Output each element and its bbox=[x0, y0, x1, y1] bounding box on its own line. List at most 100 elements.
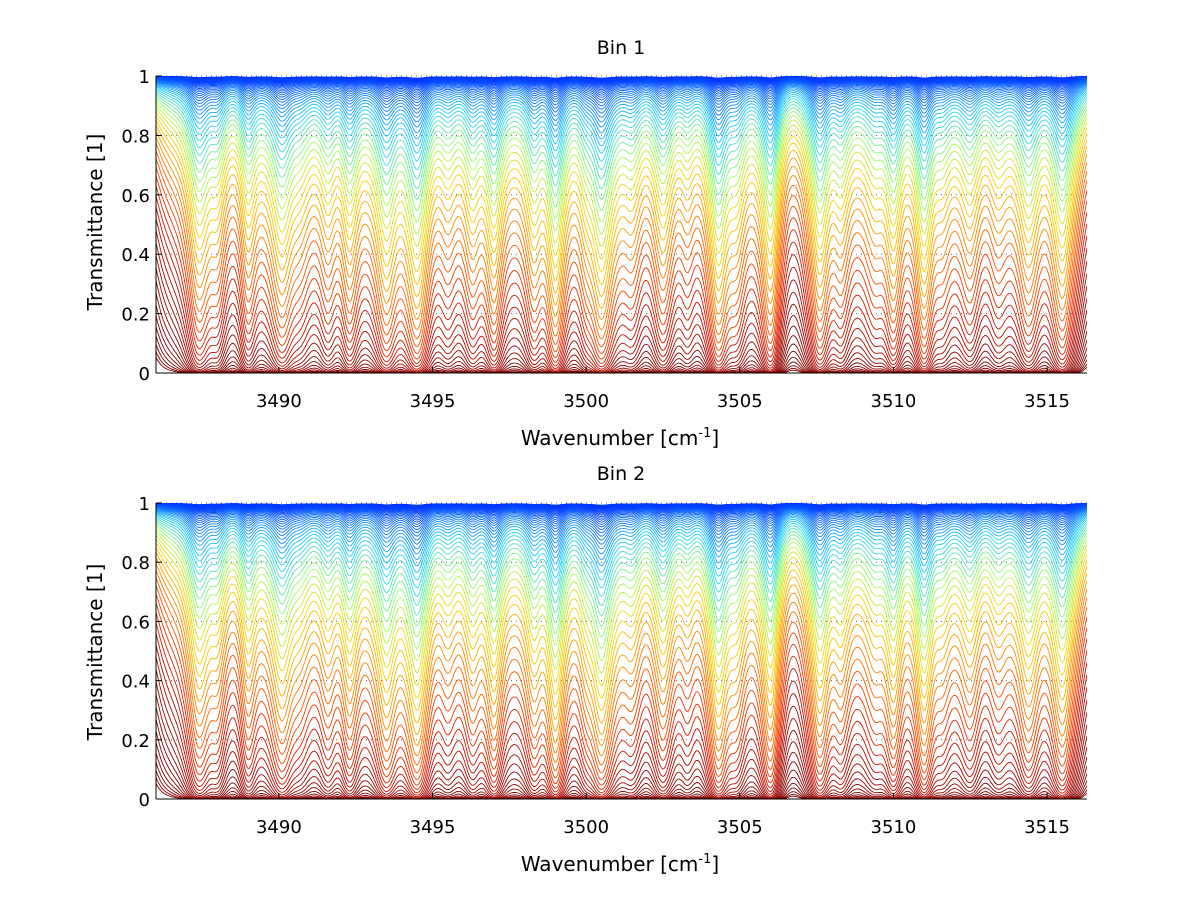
series-line bbox=[156, 280, 1087, 374]
series-line bbox=[156, 166, 1087, 355]
panel-bin-2: Bin 2 Wavenumber [cm-1] Transmittance [1… bbox=[83, 463, 1087, 876]
x-tick-label: 3495 bbox=[410, 817, 456, 838]
series-line bbox=[156, 612, 1087, 790]
series-line bbox=[156, 80, 1087, 114]
series-line bbox=[156, 79, 1087, 104]
series-line bbox=[156, 230, 1087, 373]
series-line bbox=[156, 515, 1087, 589]
series-line bbox=[156, 534, 1087, 674]
series-line bbox=[156, 505, 1087, 523]
series-line bbox=[156, 511, 1087, 567]
y-tick-label: 0.2 bbox=[121, 731, 150, 752]
series-line bbox=[156, 84, 1087, 140]
series-line bbox=[156, 82, 1087, 128]
series-line bbox=[156, 83, 1087, 134]
series-line bbox=[156, 761, 1087, 800]
y-tick-label: 0.2 bbox=[121, 305, 150, 326]
series-line bbox=[156, 77, 1087, 91]
series-line bbox=[156, 602, 1087, 786]
series-line bbox=[156, 77, 1087, 92]
series-line bbox=[156, 335, 1087, 374]
series-line bbox=[156, 88, 1087, 162]
series-line bbox=[156, 78, 1087, 98]
x-axis-label-end: ] bbox=[711, 852, 719, 876]
x-tick-label: 3495 bbox=[410, 391, 456, 412]
series-line bbox=[156, 80, 1087, 110]
series-line bbox=[156, 158, 1087, 348]
x-tick-label: 3510 bbox=[871, 817, 917, 838]
series-line bbox=[156, 101, 1087, 223]
x-tick-label: 3490 bbox=[256, 391, 302, 412]
y-axis-label: Transmittance [1] bbox=[83, 564, 107, 742]
series-line bbox=[156, 504, 1087, 516]
series-line bbox=[156, 96, 1087, 200]
y-tick-label: 0.6 bbox=[121, 186, 150, 207]
series-line bbox=[156, 508, 1087, 545]
x-tick-label: 3490 bbox=[256, 817, 302, 838]
x-axis-label-sup: -1 bbox=[698, 426, 711, 441]
series-line bbox=[156, 255, 1087, 374]
series-line bbox=[156, 242, 1087, 373]
x-axis-label: Wavenumber [cm-1] bbox=[521, 426, 719, 450]
series-line bbox=[156, 218, 1087, 372]
series-line bbox=[156, 528, 1087, 650]
series-line bbox=[156, 185, 1087, 364]
series-line bbox=[156, 503, 1087, 514]
series-line bbox=[156, 644, 1087, 798]
x-tick-label: 3500 bbox=[563, 391, 609, 412]
series-line bbox=[156, 563, 1087, 747]
x-tick-label: 3505 bbox=[717, 817, 763, 838]
series-line bbox=[156, 547, 1087, 712]
series-line bbox=[156, 577, 1087, 766]
x-axis-label-main: Wavenumber [cm bbox=[521, 852, 699, 876]
y-tick-label: 0.4 bbox=[121, 245, 150, 266]
series-line bbox=[156, 538, 1087, 687]
series-line bbox=[156, 206, 1087, 370]
series-line bbox=[156, 104, 1087, 235]
series-line bbox=[156, 195, 1087, 368]
y-tick-label: 0.8 bbox=[121, 553, 150, 574]
series-line bbox=[156, 125, 1087, 298]
series-line bbox=[156, 77, 1087, 94]
series-line bbox=[156, 570, 1087, 757]
series-line bbox=[156, 90, 1087, 171]
series-line bbox=[156, 78, 1087, 101]
series-line bbox=[156, 77, 1087, 88]
panel-bin-1: Bin 1 Wavenumber [cm-1] Transmittance [1… bbox=[83, 37, 1087, 450]
series-line bbox=[156, 509, 1087, 555]
series-line bbox=[156, 507, 1087, 537]
chart-title: Bin 2 bbox=[597, 463, 645, 485]
series-line bbox=[156, 94, 1087, 190]
series-line bbox=[156, 694, 1087, 800]
series-line bbox=[156, 504, 1087, 519]
series-line bbox=[156, 517, 1087, 597]
series-line bbox=[156, 111, 1087, 260]
y-tick-label: 0.8 bbox=[121, 126, 150, 147]
series-line bbox=[156, 150, 1087, 340]
series-line bbox=[156, 656, 1087, 799]
series-line bbox=[156, 506, 1087, 534]
x-axis-label-sup: -1 bbox=[698, 852, 711, 867]
series-line bbox=[156, 507, 1087, 541]
series-line bbox=[156, 504, 1087, 518]
series-line bbox=[156, 175, 1087, 360]
x-tick-label: 3515 bbox=[1024, 391, 1070, 412]
series-line bbox=[156, 593, 1087, 781]
series-line bbox=[156, 107, 1087, 248]
curves-group bbox=[156, 75, 1087, 374]
series-line bbox=[156, 504, 1087, 521]
series-line bbox=[156, 130, 1087, 310]
series-line bbox=[156, 521, 1087, 617]
series-line bbox=[156, 505, 1087, 525]
series-line bbox=[156, 120, 1087, 286]
series-line bbox=[156, 76, 1087, 87]
series-line bbox=[156, 87, 1087, 154]
x-tick-label: 3510 bbox=[871, 391, 917, 412]
y-tick-label: 0 bbox=[139, 790, 150, 811]
series-line bbox=[156, 519, 1087, 607]
x-tick-label: 3505 bbox=[717, 391, 763, 412]
series-line bbox=[156, 92, 1087, 180]
y-tick-label: 1 bbox=[139, 494, 150, 515]
